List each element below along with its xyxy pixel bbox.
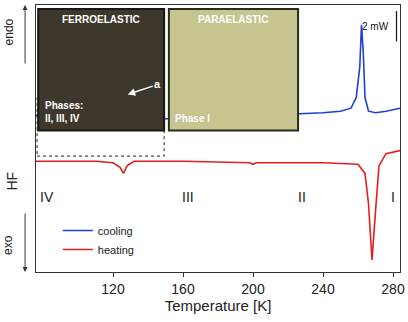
svg-text:FERROELASTIC: FERROELASTIC (62, 14, 140, 25)
svg-text:Phase I: Phase I (175, 113, 210, 124)
svg-text:cooling: cooling (98, 225, 133, 237)
svg-text:heating: heating (98, 244, 134, 256)
svg-text:160: 160 (171, 281, 195, 297)
svg-text:I: I (391, 189, 395, 205)
svg-text:endo: endo (2, 18, 16, 45)
svg-text:III: III (182, 189, 194, 205)
svg-text:280: 280 (381, 281, 405, 297)
svg-text:240: 240 (311, 281, 335, 297)
svg-text:HF: HF (4, 172, 20, 191)
svg-text:PARAELASTIC: PARAELASTIC (198, 14, 268, 25)
svg-text:IV: IV (40, 189, 54, 205)
svg-text:a: a (154, 78, 161, 90)
svg-text:Temperature [K]: Temperature [K] (165, 297, 272, 314)
svg-text:120: 120 (101, 281, 125, 297)
svg-text:II: II (298, 189, 306, 205)
svg-text:Phases:II, III, IV: Phases:II, III, IV (45, 100, 83, 124)
svg-text:exo: exo (1, 235, 15, 255)
svg-text:2 mW: 2 mW (362, 21, 389, 32)
svg-text:200: 200 (241, 281, 265, 297)
